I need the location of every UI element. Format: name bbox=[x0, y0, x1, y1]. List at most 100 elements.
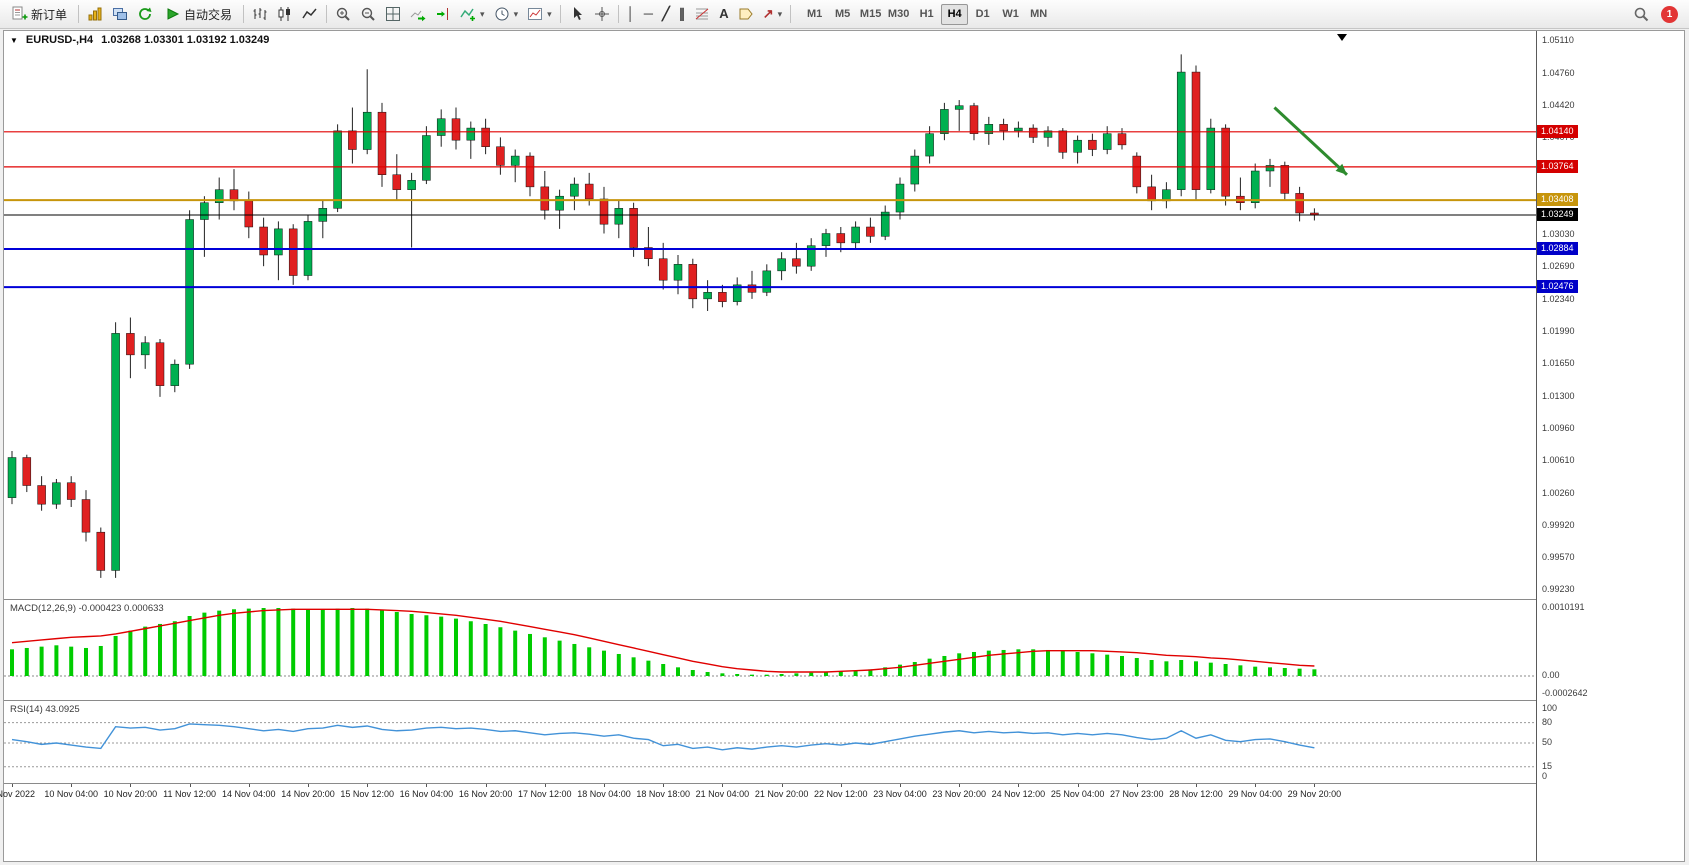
charts-icon bbox=[88, 7, 102, 21]
time-label: 25 Nov 04:00 bbox=[1050, 789, 1105, 799]
chart-window: ▼ EURUSD-,H4 1.03268 1.03301 1.03192 1.0… bbox=[0, 30, 1685, 862]
arrow-shape-icon: ↗ bbox=[762, 6, 774, 21]
tile-windows-button[interactable] bbox=[381, 3, 405, 26]
search-icon bbox=[1634, 7, 1649, 22]
crosshair-button[interactable] bbox=[590, 3, 614, 26]
trendline-tool-button[interactable]: ╱ bbox=[658, 3, 674, 26]
chart-shift-button[interactable] bbox=[431, 3, 455, 26]
price-tick-label: 1.00960 bbox=[1542, 422, 1575, 433]
time-label: 29 Nov 04:00 bbox=[1228, 789, 1282, 799]
timeframe-group: M1 M5 M15 M30 H1 H4 D1 W1 MN bbox=[801, 3, 1052, 25]
vertical-line-tool-button[interactable]: │ bbox=[623, 3, 639, 26]
panel-separator[interactable] bbox=[4, 700, 1536, 701]
price-tick-label: 0.99230 bbox=[1542, 584, 1575, 595]
indicators-button[interactable]: ▾ bbox=[456, 3, 489, 26]
price-tick-label: 1.04420 bbox=[1542, 99, 1575, 110]
toolbar-right-group: 1 bbox=[1629, 3, 1684, 26]
timeframe-d1-button[interactable]: D1 bbox=[969, 4, 996, 25]
timeframe-m30-button[interactable]: M30 bbox=[885, 4, 912, 25]
time-tick bbox=[248, 784, 250, 787]
time-axis[interactable]: 9 Nov 2022 10 Nov 04:00 10 Nov 20:00 11 Nov… bbox=[0, 783, 1536, 805]
channel-icon: ∥ bbox=[678, 6, 686, 21]
cursor-button[interactable] bbox=[565, 3, 589, 26]
price-tag: 1.04140 bbox=[1537, 124, 1578, 138]
macd-label: MACD(12,26,9) -0.000423 0.000633 bbox=[10, 603, 164, 614]
panel-separator[interactable] bbox=[4, 599, 1536, 600]
new-order-icon bbox=[12, 6, 28, 20]
rsi-panel[interactable] bbox=[4, 701, 1536, 783]
horizontal-line-tool-button[interactable]: ─ bbox=[640, 3, 657, 26]
zoom-out-button[interactable] bbox=[356, 3, 380, 26]
time-label: 16 Nov 04:00 bbox=[399, 789, 454, 799]
periods-button[interactable]: ▾ bbox=[490, 3, 523, 26]
dropdown-icon: ▾ bbox=[777, 8, 783, 19]
macd-axis-label: 0.0010191 bbox=[1542, 601, 1585, 612]
trendline-icon: ╱ bbox=[661, 6, 670, 21]
label-tool-button[interactable] bbox=[734, 3, 758, 26]
toolbar-separator bbox=[243, 5, 245, 23]
time-label: 10 Nov 04:00 bbox=[44, 789, 98, 799]
time-tick bbox=[1018, 784, 1020, 787]
macd-axis-label: -0.0002642 bbox=[1542, 687, 1588, 698]
timeframe-m1-button[interactable]: M1 bbox=[801, 4, 828, 25]
toolbar-separator bbox=[559, 5, 561, 23]
rsi-axis-label: 100 bbox=[1542, 703, 1558, 713]
fibonacci-tool-button[interactable] bbox=[690, 3, 714, 26]
horizontal-line-icon: ─ bbox=[643, 6, 653, 21]
auto-trading-icon bbox=[167, 8, 180, 20]
time-tick bbox=[189, 784, 191, 787]
macd-panel[interactable] bbox=[4, 600, 1536, 700]
tile-windows-icon bbox=[386, 7, 401, 21]
auto-scroll-button[interactable] bbox=[406, 3, 430, 26]
price-tick-label: 0.99920 bbox=[1542, 519, 1575, 530]
arrows-tool-button[interactable]: ↗ ▾ bbox=[759, 3, 786, 26]
timeframe-mn-button[interactable]: MN bbox=[1025, 4, 1052, 25]
zoom-in-icon bbox=[336, 7, 350, 21]
clock-icon bbox=[495, 7, 509, 21]
time-label: 16 Nov 20:00 bbox=[458, 789, 513, 799]
timeframe-m5-button[interactable]: M5 bbox=[829, 4, 856, 25]
charts-button[interactable] bbox=[83, 3, 107, 26]
price-tag: 1.03408 bbox=[1537, 193, 1578, 207]
timeframe-h1-button[interactable]: H1 bbox=[913, 4, 940, 25]
time-tick bbox=[485, 784, 487, 787]
price-tick-label: 1.00260 bbox=[1542, 487, 1575, 498]
timeframe-w1-button[interactable]: W1 bbox=[997, 4, 1024, 25]
price-tick-label: 1.02340 bbox=[1542, 293, 1575, 304]
profiles-button[interactable] bbox=[108, 3, 132, 26]
search-button[interactable] bbox=[1629, 3, 1653, 26]
templates-button[interactable]: ▾ bbox=[523, 3, 556, 26]
new-order-button[interactable]: 新订单 bbox=[5, 3, 74, 26]
chart-title-dropdown-icon[interactable]: ▼ bbox=[10, 35, 18, 45]
time-tick bbox=[1255, 784, 1257, 787]
time-label: 18 Nov 04:00 bbox=[577, 789, 631, 799]
line-chart-mode-button[interactable] bbox=[298, 3, 322, 26]
time-label: 23 Nov 20:00 bbox=[932, 789, 986, 799]
time-label: 23 Nov 04:00 bbox=[873, 789, 927, 799]
channel-tool-button[interactable]: ∥ bbox=[675, 3, 690, 26]
time-tick bbox=[959, 784, 961, 787]
zoom-in-button[interactable] bbox=[331, 3, 355, 26]
price-chart-panel[interactable] bbox=[4, 31, 1536, 599]
time-label: 14 Nov 04:00 bbox=[222, 789, 276, 799]
bar-chart-mode-button[interactable] bbox=[248, 3, 272, 26]
auto-trading-button[interactable]: 自动交易 bbox=[158, 3, 239, 26]
timeframe-m15-button[interactable]: M15 bbox=[857, 4, 884, 25]
time-label: 27 Nov 23:00 bbox=[1110, 789, 1164, 799]
time-label: 21 Nov 04:00 bbox=[695, 789, 750, 799]
price-tick-label: 1.01990 bbox=[1542, 326, 1575, 337]
timeframe-h4-button[interactable]: H4 bbox=[941, 3, 969, 25]
price-tag: 1.03249 bbox=[1537, 207, 1578, 221]
candlestick-mode-button[interactable] bbox=[273, 3, 297, 26]
text-tool-button[interactable]: A bbox=[715, 3, 732, 26]
auto-trading-label: 自动交易 bbox=[184, 7, 233, 22]
time-label: 28 Nov 12:00 bbox=[1169, 789, 1223, 799]
refresh-button[interactable] bbox=[133, 3, 157, 26]
chart-header: ▼ EURUSD-,H4 1.03268 1.03301 1.03192 1.0… bbox=[10, 34, 269, 46]
chart-title: EURUSD-,H4 bbox=[25, 34, 94, 46]
notification-badge[interactable]: 1 bbox=[1661, 5, 1678, 23]
time-label: 24 Nov 12:00 bbox=[991, 789, 1046, 799]
price-axis[interactable]: 1.051101.047601.044201.040701.037301.033… bbox=[1536, 31, 1684, 861]
time-label: 9 Nov 2022 bbox=[0, 789, 36, 799]
price-tick-label: 1.01300 bbox=[1542, 390, 1575, 401]
